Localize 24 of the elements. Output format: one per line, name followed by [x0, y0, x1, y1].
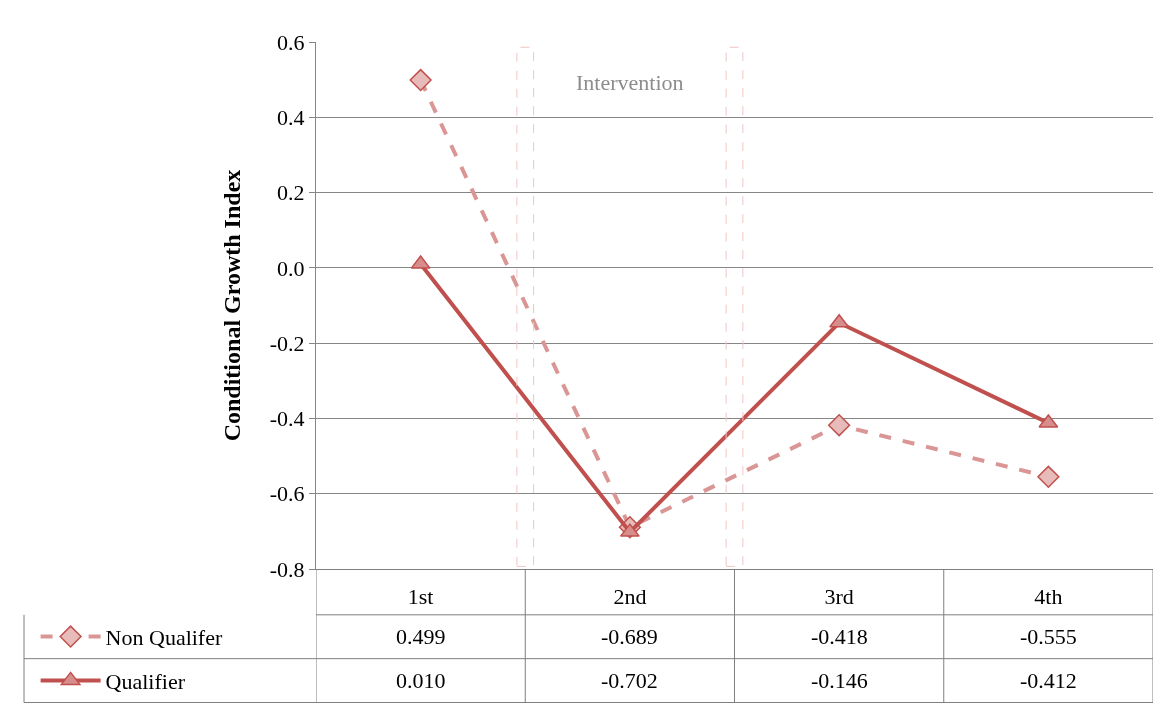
data-label: 0.010 [396, 668, 446, 693]
y-tick-label: -0.8 [269, 556, 305, 582]
y-tick-label: 0.4 [277, 104, 305, 130]
x-tick-label: 2nd [613, 584, 647, 610]
legend-label: Non Qualifer [105, 625, 223, 651]
y-axis-title: Conditional Growth Index [218, 169, 245, 442]
y-tick-label: -0.6 [269, 481, 305, 507]
legend-label: Qualifier [105, 668, 186, 694]
x-tick-label: 1st [407, 584, 434, 610]
data-label: 0.499 [396, 624, 446, 649]
annotation: Intervention [576, 70, 684, 95]
y-tick-label: 0.6 [277, 29, 305, 55]
data-label: -0.146 [811, 668, 868, 693]
data-label: -0.702 [601, 668, 658, 693]
data-label: -0.555 [1020, 624, 1077, 649]
data-label: -0.418 [811, 624, 868, 649]
data-label: -0.689 [601, 624, 658, 649]
y-tick-label: -0.2 [269, 330, 305, 356]
data-label: -0.412 [1020, 668, 1077, 693]
x-tick-label: 4th [1034, 584, 1063, 610]
y-tick-label: 0.2 [277, 180, 305, 206]
y-tick-label: -0.4 [269, 406, 305, 432]
x-tick-label: 3rd [824, 584, 854, 610]
y-tick-label: 0.0 [277, 255, 305, 281]
